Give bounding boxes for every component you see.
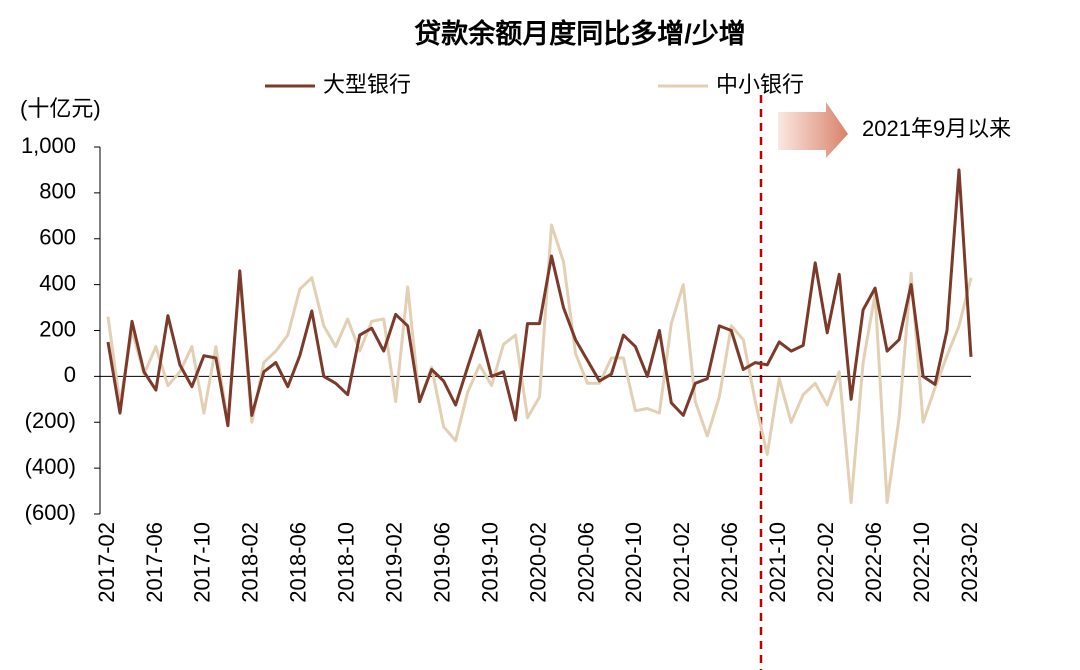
x-tick-label: 2021-10	[765, 522, 790, 603]
y-tick-label: 200	[39, 316, 76, 341]
legend-label: 大型银行	[323, 72, 411, 97]
chart-title: 贷款余额月度同比多增/少增	[414, 18, 746, 49]
y-tick-label: 600	[39, 225, 76, 250]
x-tick-label: 2019-10	[477, 522, 502, 603]
y-tick-label: 400	[39, 270, 76, 295]
x-tick-label: 2021-06	[717, 522, 742, 603]
x-tick-label: 2021-02	[669, 522, 694, 603]
y-tick-label: 1,000	[21, 133, 76, 158]
annotation: 2021年9月以来	[862, 116, 1011, 141]
y-tick-label: (600)	[25, 500, 76, 525]
x-tick-label: 2022-02	[813, 522, 838, 603]
y-tick-label: 800	[39, 179, 76, 204]
y-axis-label: (十亿元)	[20, 96, 101, 121]
y-tick-label: (200)	[25, 408, 76, 433]
x-tick-label: 2023-02	[957, 522, 982, 603]
series-line	[106, 223, 973, 504]
x-tick-label: 2017-02	[94, 522, 119, 603]
x-tick-label: 2022-10	[909, 522, 934, 603]
y-tick-label: 0	[64, 362, 76, 387]
x-tick-label: 2020-06	[573, 522, 598, 603]
x-tick-label: 2018-06	[286, 522, 311, 603]
x-tick-label: 2020-02	[525, 522, 550, 603]
x-tick-label: 2017-10	[190, 522, 215, 603]
series-line	[106, 168, 973, 428]
y-tick-label: (400)	[25, 454, 76, 479]
x-tick-label: 2019-06	[429, 522, 454, 603]
x-tick-label: 2022-06	[861, 522, 886, 603]
x-tick-label: 2018-02	[238, 522, 263, 603]
x-tick-label: 2018-10	[334, 522, 359, 603]
annotation-arrow	[778, 102, 848, 158]
x-tick-label: 2017-06	[142, 522, 167, 603]
legend-label: 中小银行	[716, 72, 804, 97]
x-tick-label: 2019-02	[381, 522, 406, 603]
x-tick-label: 2020-10	[621, 522, 646, 603]
